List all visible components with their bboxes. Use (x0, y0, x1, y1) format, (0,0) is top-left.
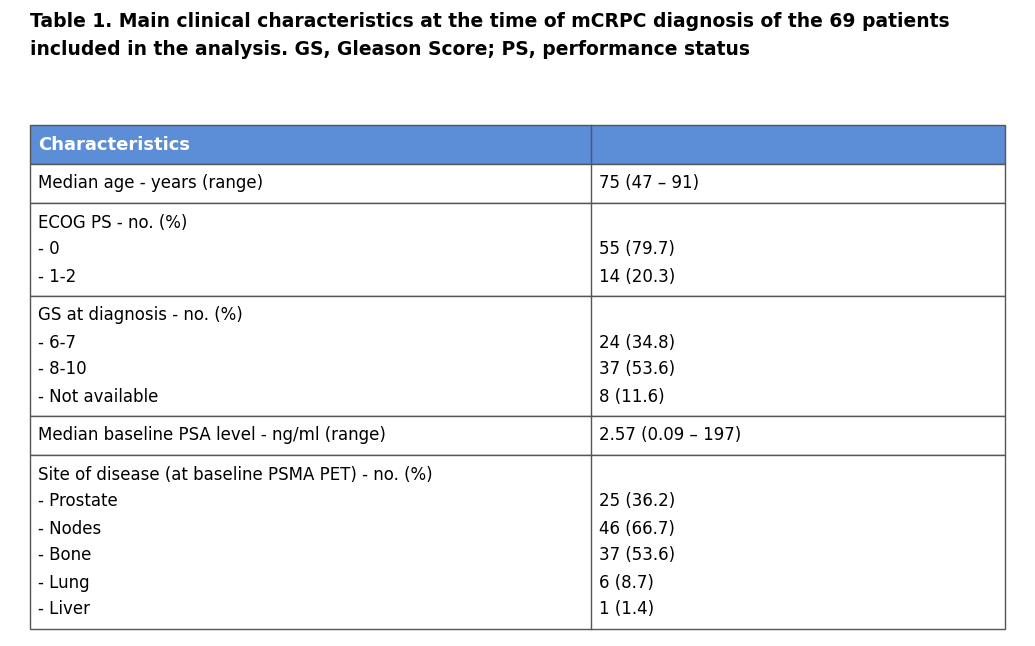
Text: ECOG PS - no. (%): ECOG PS - no. (%) (38, 213, 187, 231)
Text: 2.57 (0.09 – 197): 2.57 (0.09 – 197) (598, 426, 741, 444)
Text: Median baseline PSA level - ng/ml (range): Median baseline PSA level - ng/ml (range… (38, 426, 386, 444)
Text: 37 (53.6): 37 (53.6) (598, 547, 675, 565)
Text: 6 (8.7): 6 (8.7) (598, 574, 653, 592)
Text: 55 (79.7): 55 (79.7) (598, 240, 675, 258)
Text: 37 (53.6): 37 (53.6) (598, 360, 675, 379)
Bar (30, 296, 1005, 416)
Text: Median age - years (range): Median age - years (range) (38, 174, 263, 193)
Text: Site of disease (at baseline PSMA PET) - no. (%): Site of disease (at baseline PSMA PET) -… (38, 466, 433, 483)
Text: - Not available: - Not available (38, 388, 158, 406)
Text: 24 (34.8): 24 (34.8) (598, 333, 675, 351)
Text: - 8-10: - 8-10 (38, 360, 87, 379)
Text: - Bone: - Bone (38, 547, 91, 565)
Text: Characteristics: Characteristics (38, 136, 190, 154)
Text: - Lung: - Lung (38, 574, 90, 592)
Text: Table 1. Main clinical characteristics at the time of mCRPC diagnosis of the 69 : Table 1. Main clinical characteristics a… (30, 12, 950, 31)
Text: - 1-2: - 1-2 (38, 267, 77, 286)
Text: 8 (11.6): 8 (11.6) (598, 388, 664, 406)
Bar (30, 125, 1005, 164)
Text: 46 (66.7): 46 (66.7) (598, 519, 675, 537)
Text: included in the analysis. GS, Gleason Score; PS, performance status: included in the analysis. GS, Gleason Sc… (30, 40, 750, 59)
Text: - 0: - 0 (38, 240, 60, 258)
Text: - 6-7: - 6-7 (38, 333, 76, 351)
Text: 14 (20.3): 14 (20.3) (598, 267, 675, 286)
Text: - Prostate: - Prostate (38, 492, 118, 510)
Text: - Liver: - Liver (38, 601, 90, 618)
Bar (30, 164, 1005, 203)
Text: GS at diagnosis - no. (%): GS at diagnosis - no. (%) (38, 306, 243, 324)
Text: - Nodes: - Nodes (38, 519, 101, 537)
Bar (30, 455, 1005, 629)
Text: 1 (1.4): 1 (1.4) (598, 601, 654, 618)
Text: 25 (36.2): 25 (36.2) (598, 492, 675, 510)
Bar (30, 416, 1005, 455)
Bar (30, 203, 1005, 296)
Text: 75 (47 – 91): 75 (47 – 91) (598, 174, 699, 193)
